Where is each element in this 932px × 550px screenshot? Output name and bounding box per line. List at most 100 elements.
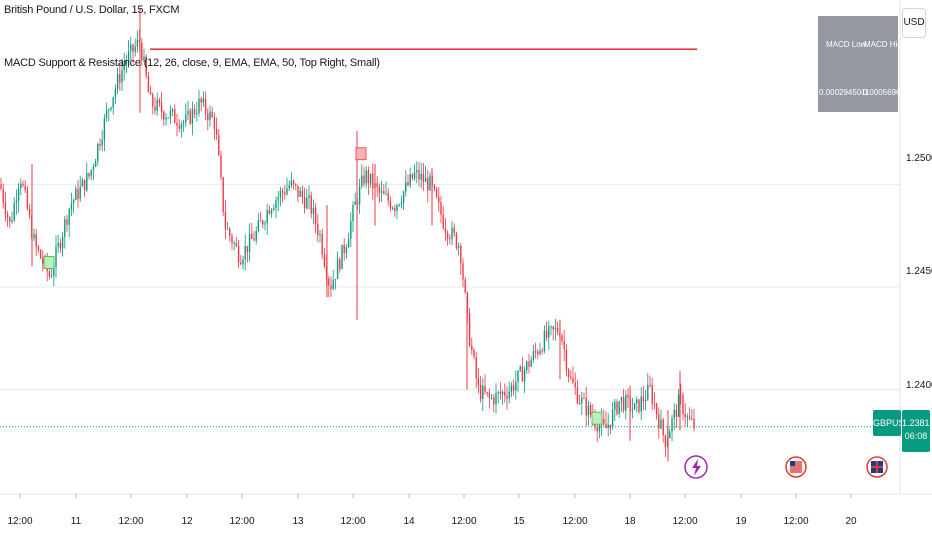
candle-body [574, 382, 576, 388]
candle-body [20, 183, 22, 189]
candle-body [380, 191, 383, 193]
candle-body [669, 431, 671, 439]
candle-body [409, 174, 411, 185]
candle-body [354, 201, 356, 205]
candle-body [482, 385, 484, 400]
candle-body [110, 107, 112, 110]
candle-body [471, 345, 473, 350]
candle-body [504, 392, 506, 396]
candle-body [537, 351, 539, 355]
candle-body [48, 271, 51, 277]
candle-body [268, 210, 271, 214]
candle-body [64, 219, 66, 237]
uk-flag-event-icon [866, 456, 888, 478]
flag-canton [790, 461, 795, 466]
candle-body [622, 397, 625, 411]
candle-body [350, 221, 352, 239]
candle-body [53, 267, 55, 276]
candle-body [277, 197, 279, 201]
candle-body [61, 236, 64, 249]
candle-body [174, 109, 176, 123]
candle-body [198, 98, 200, 114]
candle-body [473, 349, 475, 358]
candle-body [37, 246, 40, 251]
candle-body [171, 109, 174, 112]
candle-body [545, 330, 548, 338]
candle-body [334, 278, 337, 281]
candle-body [215, 128, 218, 135]
candle-body [147, 75, 150, 93]
candle-body [440, 202, 442, 216]
candle-body [180, 124, 183, 129]
candle-body [570, 376, 572, 378]
candle-body [446, 232, 449, 239]
candle-body [418, 170, 420, 180]
candle-body [585, 398, 587, 416]
candle-body [526, 361, 528, 371]
candle-body [321, 234, 323, 255]
candle-body [464, 279, 466, 293]
candle-body [517, 370, 519, 383]
candle-body [631, 409, 634, 412]
candle-body [642, 396, 645, 402]
candle-body [519, 366, 521, 371]
time-label: 12:00 [783, 516, 809, 527]
candle-body [644, 399, 647, 402]
candle-body [603, 418, 605, 424]
candle-body [301, 190, 304, 198]
candle-body [398, 204, 400, 206]
candle-body [255, 230, 257, 241]
candle-body [506, 395, 508, 399]
candle-body [72, 200, 75, 204]
candle-body [77, 188, 79, 200]
candle-body [457, 245, 460, 248]
candle-body [218, 134, 220, 156]
candle-body [411, 174, 414, 179]
candle-body [75, 188, 77, 201]
candle-body [165, 117, 167, 120]
time-label: 12:00 [672, 516, 698, 527]
candle-body [633, 403, 636, 410]
candle-body [266, 210, 268, 224]
candle-body [369, 173, 372, 184]
candle-body [655, 403, 658, 415]
candles [0, 8, 695, 462]
indicator-title[interactable]: MACD Support & Resistance (12, 26, close… [4, 57, 380, 69]
candle-body [156, 99, 158, 111]
candle-body [479, 384, 482, 400]
candle-body [330, 285, 332, 290]
candle-body [9, 217, 11, 222]
time-label: 12:00 [562, 516, 588, 527]
candle-body [405, 182, 407, 192]
candle-body [684, 413, 686, 418]
candle-body [589, 405, 592, 415]
candle-body [453, 227, 455, 234]
candle-body [22, 183, 24, 186]
candle-body [299, 190, 301, 197]
time-label: 12:00 [118, 516, 144, 527]
candle-body [385, 193, 387, 195]
candle-body [15, 200, 18, 203]
candle-body [209, 111, 211, 121]
candle-body [565, 349, 568, 370]
symbol-title[interactable]: British Pound / U.S. Dollar, 15, FXCM [4, 4, 180, 16]
candle-body [376, 183, 378, 188]
candle-body [611, 409, 614, 428]
candle-body [620, 397, 623, 402]
currency-button[interactable]: USD [902, 8, 926, 38]
candle-body [240, 262, 242, 265]
candle-body [378, 187, 381, 193]
candle-body [308, 195, 310, 198]
candle-body [649, 384, 651, 386]
candle-body [420, 173, 422, 180]
candle-body [343, 244, 345, 254]
time-label: 12 [181, 516, 193, 527]
candle-body [550, 326, 552, 328]
candle-body [200, 98, 202, 103]
lightning-event-icon [684, 455, 708, 479]
macd-high-value: -0.0005696281 [860, 88, 914, 97]
candle-body [154, 106, 156, 111]
time-label: 15 [513, 516, 525, 527]
candle-body [433, 185, 436, 189]
